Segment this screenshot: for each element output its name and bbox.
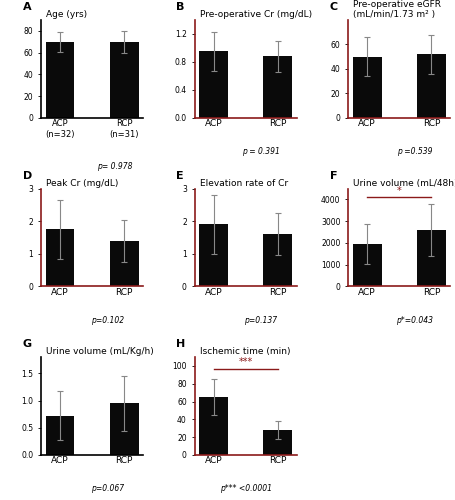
Text: p= 0.978: p= 0.978	[97, 162, 132, 171]
Text: ***: ***	[238, 357, 253, 367]
Text: p=0.137: p=0.137	[244, 316, 278, 325]
Bar	[263, 234, 292, 286]
Bar	[46, 230, 75, 286]
Bar	[46, 416, 75, 455]
Text: Urine volume (mL/48h): Urine volume (mL/48h)	[353, 178, 455, 188]
Text: C: C	[329, 2, 338, 12]
Text: Ischemic time (min): Ischemic time (min)	[200, 347, 290, 356]
Bar	[417, 54, 446, 118]
Bar	[199, 52, 228, 118]
Bar	[263, 430, 292, 455]
Text: Pre-operative Cr (mg/dL): Pre-operative Cr (mg/dL)	[200, 10, 312, 19]
Text: p =0.539: p =0.539	[397, 148, 432, 156]
Text: p*=0.043: p*=0.043	[396, 316, 433, 325]
Text: D: D	[22, 170, 32, 180]
Bar	[199, 224, 228, 286]
Bar	[46, 42, 75, 118]
Text: p = 0.391: p = 0.391	[242, 148, 280, 156]
Text: Pre-operative eGFR
(mL/min/1.73 m² ): Pre-operative eGFR (mL/min/1.73 m² )	[353, 0, 441, 19]
Text: Elevation rate of Cr: Elevation rate of Cr	[200, 178, 288, 188]
Text: H: H	[176, 339, 185, 349]
Bar	[353, 56, 382, 118]
Text: p=0.067: p=0.067	[91, 484, 124, 494]
Text: E: E	[176, 170, 184, 180]
Text: Urine volume (mL/Kg/h): Urine volume (mL/Kg/h)	[46, 347, 154, 356]
Text: G: G	[22, 339, 32, 349]
Text: F: F	[329, 170, 337, 180]
Text: A: A	[22, 2, 31, 12]
Text: Peak Cr (mg/dL): Peak Cr (mg/dL)	[46, 178, 118, 188]
Text: Age (yrs): Age (yrs)	[46, 10, 87, 19]
Bar	[417, 230, 446, 286]
Text: p=0.102: p=0.102	[91, 316, 124, 325]
Bar	[110, 42, 139, 118]
Text: B: B	[176, 2, 184, 12]
Bar	[110, 404, 139, 455]
Bar	[353, 244, 382, 286]
Bar	[110, 241, 139, 286]
Bar	[199, 397, 228, 455]
Bar	[263, 56, 292, 118]
Text: p*** <0.0001: p*** <0.0001	[220, 484, 272, 494]
Text: *: *	[397, 186, 402, 196]
